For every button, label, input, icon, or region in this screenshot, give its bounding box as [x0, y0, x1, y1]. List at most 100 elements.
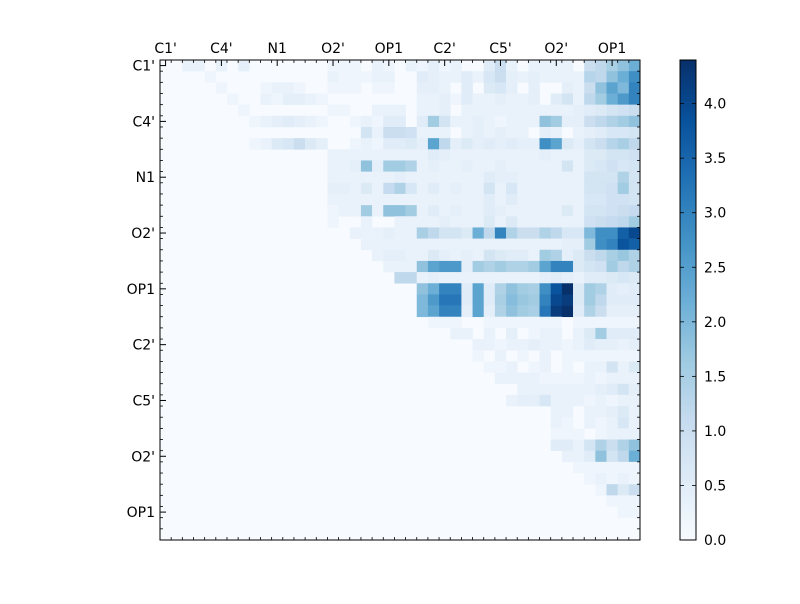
heatmap-cell: [539, 115, 551, 128]
heatmap-cell: [427, 305, 440, 318]
heatmap-cell: [383, 205, 395, 217]
heatmap-cell: [360, 182, 373, 195]
heatmap-cell: [573, 71, 585, 83]
heatmap-cell: [427, 316, 440, 329]
heatmap-cell: [628, 182, 641, 195]
heatmap-cell: [506, 126, 518, 139]
heatmap-cell: [517, 227, 529, 239]
heatmap-cell: [573, 327, 585, 340]
heatmap-cell: [327, 171, 339, 184]
heatmap-cell: [349, 171, 362, 184]
heatmap-cell: [506, 115, 518, 128]
heatmap-cell: [450, 272, 462, 284]
heatmap-cell: [584, 193, 596, 206]
heatmap-cell: [327, 182, 339, 195]
heatmap-cell: [483, 104, 496, 117]
heatmap-cell: [617, 495, 630, 507]
heatmap-cell: [372, 115, 384, 128]
heatmap-cell: [472, 350, 485, 362]
x-tick-label: OP1: [598, 41, 626, 57]
heatmap-cell: [405, 249, 418, 262]
heatmap-cell: [528, 82, 540, 94]
heatmap-cell: [439, 316, 451, 329]
heatmap-cell: [416, 93, 429, 105]
heatmap-cell: [483, 126, 496, 139]
heatmap-cell: [260, 115, 272, 128]
heatmap-cell: [461, 126, 473, 139]
heatmap-cell: [494, 249, 507, 262]
heatmap-cell: [506, 283, 518, 295]
heatmap-cell: [405, 126, 418, 139]
heatmap-cell: [439, 249, 451, 262]
heatmap-cell: [517, 383, 529, 396]
heatmap-cell: [584, 473, 596, 485]
heatmap-cell: [416, 205, 429, 217]
heatmap-cell: [494, 160, 507, 172]
heatmap-cell: [483, 160, 496, 172]
heatmap-cell: [416, 216, 429, 228]
heatmap-cell: [528, 60, 540, 72]
heatmap-cell: [550, 339, 563, 351]
heatmap-cell: [606, 439, 618, 451]
heatmap-cell: [506, 238, 518, 251]
heatmap-cell: [517, 294, 529, 306]
heatmap-cell: [573, 149, 585, 161]
heatmap-cell: [528, 316, 540, 329]
heatmap-cell: [383, 238, 395, 251]
heatmap-cell: [517, 182, 529, 195]
heatmap-cell: [494, 193, 507, 206]
heatmap-cell: [628, 216, 641, 228]
heatmap-cell: [539, 249, 551, 262]
heatmap-cell: [360, 238, 373, 251]
heatmap-cell: [472, 171, 485, 184]
heatmap-cell: [494, 272, 507, 284]
heatmap-cell: [528, 305, 540, 318]
heatmap-cell: [494, 182, 507, 195]
heatmap-cell: [282, 93, 295, 105]
heatmap-cell: [595, 383, 607, 396]
heatmap-cell: [416, 126, 429, 139]
heatmap-cell: [472, 249, 485, 262]
heatmap-cell: [628, 406, 641, 418]
heatmap-cell: [349, 149, 362, 161]
heatmap-cell: [528, 149, 540, 161]
heatmap-cell: [383, 115, 395, 128]
heatmap-cell: [584, 82, 596, 94]
heatmap-cell: [595, 216, 607, 228]
heatmap-cell: [427, 283, 440, 295]
heatmap-cell: [606, 272, 618, 284]
heatmap-cell: [472, 305, 485, 318]
heatmap-cell: [528, 193, 540, 206]
heatmap-cell: [573, 104, 585, 117]
heatmap-cell: [606, 394, 618, 407]
heatmap-cell: [517, 216, 529, 228]
heatmap-cell: [383, 138, 395, 150]
heatmap-cell: [338, 60, 351, 72]
heatmap-cell: [517, 305, 529, 318]
heatmap-cell: [628, 149, 641, 161]
heatmap-cell: [439, 126, 451, 139]
heatmap-cell: [483, 327, 496, 340]
heatmap-cell: [517, 171, 529, 184]
heatmap-cell: [561, 193, 574, 206]
heatmap-cell: [595, 283, 607, 295]
heatmap-cell: [617, 193, 630, 206]
heatmap-cell: [483, 71, 496, 83]
heatmap-cell: [628, 495, 641, 507]
heatmap-cell: [539, 327, 551, 340]
heatmap-cell: [606, 327, 618, 340]
heatmap-cell: [405, 272, 418, 284]
heatmap-cell: [372, 249, 384, 262]
heatmap-cell: [595, 316, 607, 329]
heatmap-cell: [483, 193, 496, 206]
heatmap-cell: [439, 305, 451, 318]
heatmap-cell: [416, 294, 429, 306]
heatmap-cell: [628, 383, 641, 396]
heatmap-cell: [628, 283, 641, 295]
heatmap-cell: [427, 138, 440, 150]
heatmap-cell: [372, 205, 384, 217]
colorbar: 0.0 0.5 1.0 1.5 2.0 2.5 3.0 3.5 4.0: [679, 59, 726, 549]
heatmap-cell: [461, 238, 473, 251]
heatmap-cell: [483, 260, 496, 273]
heatmap-cell: [550, 138, 563, 150]
